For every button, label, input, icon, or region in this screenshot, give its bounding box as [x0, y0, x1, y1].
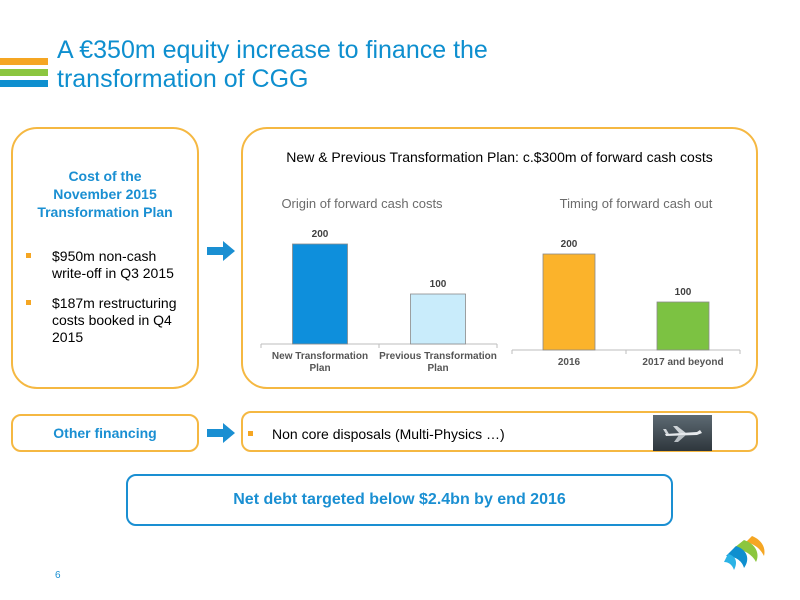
- chart-box: [241, 127, 758, 389]
- cost-title-line-1: Cost of the: [68, 168, 142, 184]
- bar: [410, 293, 466, 345]
- right-arrow-icon: [207, 423, 235, 443]
- data-label: 100: [675, 287, 692, 298]
- bullet-item: $950m non-cash write-off in Q3 2015: [26, 248, 198, 282]
- bullet-item: $187m restructuring costs booked in Q4 2…: [26, 295, 198, 346]
- non-core-disposals-text: Non core disposals (Multi-Physics …): [272, 426, 505, 442]
- chart-heading: New & Previous Transformation Plan: c.$3…: [286, 149, 713, 165]
- data-label: 200: [561, 239, 578, 250]
- brand-stripe-blue: [0, 80, 48, 87]
- category-label: Plan: [427, 363, 448, 374]
- chart-1-title: Origin of forward cash costs: [281, 196, 443, 211]
- right-arrow-icon: [207, 241, 235, 261]
- data-label: 100: [430, 279, 447, 290]
- bullet-line: costs booked in Q4: [52, 312, 172, 328]
- chart-2-title: Timing of forward cash out: [559, 196, 713, 211]
- cost-title-line-3: Transformation Plan: [37, 204, 173, 220]
- airplane-photo: [653, 415, 712, 451]
- brand-stripe-orange: [0, 58, 48, 65]
- bullet-square-icon: [248, 431, 253, 436]
- category-label: Previous Transformation: [379, 351, 497, 362]
- category-label: Plan: [309, 363, 330, 374]
- title-line-2: transformation of CGG: [57, 65, 309, 93]
- data-label: 200: [312, 229, 329, 240]
- bullet-square-icon: [26, 300, 31, 305]
- bullet-line: 2015: [52, 329, 84, 345]
- cost-box: [11, 127, 199, 389]
- title-line-1: A €350m equity increase to finance the: [57, 36, 488, 64]
- cost-bullets: $950m non-cash write-off in Q3 2015 $187…: [26, 248, 198, 359]
- bullet-square-icon: [26, 253, 31, 258]
- category-label: 2016: [558, 357, 581, 368]
- category-label: 2017 and beyond: [642, 357, 723, 368]
- bar: [542, 253, 596, 351]
- bar: [292, 243, 348, 345]
- non-core-box: [241, 411, 758, 452]
- other-financing-label: Other financing: [11, 414, 199, 452]
- cost-title-line-2: November 2015: [53, 186, 157, 202]
- brand-stripe-green: [0, 69, 48, 76]
- bullet-line: write-off in Q3 2015: [52, 265, 174, 281]
- chart-timing-of-cash-out: 200 2016 100 2017 and beyond: [511, 239, 741, 368]
- cost-box-title: Cost of the November 2015 Transformation…: [11, 167, 199, 221]
- cgg-logo: [724, 536, 765, 570]
- bar: [656, 301, 710, 351]
- bullet-line: $187m restructuring: [52, 295, 177, 311]
- bullet-line: $950m non-cash: [52, 248, 157, 264]
- slide-title: A €350m equity increase to finance the t…: [57, 36, 697, 94]
- net-debt-banner: Net debt targeted below $2.4bn by end 20…: [126, 474, 673, 526]
- page-number: 6: [55, 570, 61, 581]
- category-label: New Transformation: [272, 351, 368, 362]
